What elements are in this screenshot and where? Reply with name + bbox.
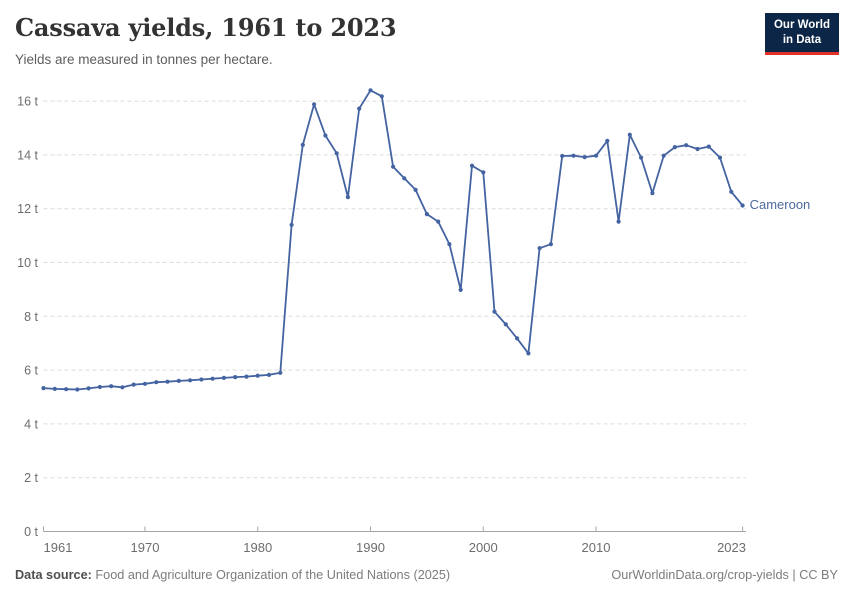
owid-logo[interactable]: Our World in Data xyxy=(764,13,839,55)
data-point[interactable] xyxy=(221,375,226,380)
y-axis-label: 6 t xyxy=(24,364,38,378)
data-point[interactable] xyxy=(650,191,655,196)
data-point[interactable] xyxy=(582,155,587,160)
data-point[interactable] xyxy=(571,153,576,158)
data-point[interactable] xyxy=(695,146,700,152)
data-point[interactable] xyxy=(368,88,373,93)
data-point[interactable] xyxy=(233,375,238,380)
credit-note: OurWorldinData.org/crop-yields | CC BY xyxy=(611,568,838,582)
data-point[interactable] xyxy=(616,219,621,224)
data-point[interactable] xyxy=(627,132,632,137)
owid-logo-line1: Our World xyxy=(773,19,830,31)
data-point[interactable] xyxy=(64,387,69,392)
data-point[interactable] xyxy=(312,102,317,107)
data-point[interactable] xyxy=(131,382,136,387)
data-point[interactable] xyxy=(188,378,193,383)
data-point[interactable] xyxy=(481,170,486,175)
data-point[interactable] xyxy=(469,163,475,168)
data-source-text: Food and Agriculture Organization of the… xyxy=(91,568,451,582)
data-point[interactable] xyxy=(548,242,554,247)
data-point[interactable] xyxy=(515,336,520,341)
data-point[interactable] xyxy=(593,153,599,158)
data-point[interactable] xyxy=(560,153,565,159)
data-point[interactable] xyxy=(391,164,396,169)
data-point[interactable] xyxy=(154,380,159,385)
data-source-note: Data source: Food and Agriculture Organi… xyxy=(15,568,450,582)
data-point[interactable] xyxy=(210,376,215,381)
y-axis-label: 2 t xyxy=(24,471,38,485)
data-point[interactable] xyxy=(729,189,734,194)
data-point[interactable] xyxy=(120,385,125,390)
x-axis-label: 1970 xyxy=(131,540,160,555)
data-point[interactable] xyxy=(413,187,418,192)
data-point[interactable] xyxy=(717,155,723,160)
owid-logo-line2: in Data xyxy=(782,33,822,46)
data-point[interactable] xyxy=(492,309,497,314)
data-point[interactable] xyxy=(323,133,328,138)
data-point[interactable] xyxy=(740,203,745,208)
data-point[interactable] xyxy=(266,372,272,377)
data-point[interactable] xyxy=(436,219,441,224)
chart-subtitle: Yields are measured in tonnes per hectar… xyxy=(15,52,273,67)
y-axis-label: 14 t xyxy=(17,148,38,162)
data-point[interactable] xyxy=(639,155,644,160)
data-point[interactable] xyxy=(199,377,204,382)
data-point[interactable] xyxy=(278,370,283,375)
data-point[interactable] xyxy=(300,142,305,147)
data-point[interactable] xyxy=(424,212,429,217)
x-axis-label: 1980 xyxy=(243,540,272,555)
data-point[interactable] xyxy=(661,153,666,158)
x-axis-label: 2010 xyxy=(582,540,611,555)
data-point[interactable] xyxy=(97,384,102,390)
data-point[interactable] xyxy=(334,151,339,156)
data-point[interactable] xyxy=(142,381,148,386)
y-axis-label: 8 t xyxy=(24,310,38,324)
x-axis-label: 2023 xyxy=(717,540,746,555)
data-point[interactable] xyxy=(244,374,249,379)
data-point[interactable] xyxy=(672,145,678,150)
data-point[interactable] xyxy=(537,246,542,251)
data-point[interactable] xyxy=(165,379,170,384)
data-point[interactable] xyxy=(75,387,80,392)
series-label[interactable]: Cameroon xyxy=(750,197,811,212)
y-axis-label: 0 t xyxy=(24,525,38,539)
data-line[interactable] xyxy=(42,89,744,391)
data-point[interactable] xyxy=(176,378,181,383)
x-axis-label: 1990 xyxy=(356,540,385,555)
data-point[interactable] xyxy=(41,386,46,391)
data-point[interactable] xyxy=(357,106,362,111)
y-axis-label: 4 t xyxy=(24,417,38,431)
data-point[interactable] xyxy=(706,144,711,149)
y-axis-label: 12 t xyxy=(17,202,38,216)
y-axis-label: 16 t xyxy=(17,95,38,109)
data-point[interactable] xyxy=(684,143,689,148)
data-point[interactable] xyxy=(289,222,294,227)
data-source-label: Data source: xyxy=(15,568,92,582)
data-point[interactable] xyxy=(503,322,508,327)
y-axis-label: 10 t xyxy=(17,256,38,270)
x-axis-label: 2000 xyxy=(469,540,498,555)
chart-footer: Data source: Food and Agriculture Organi… xyxy=(15,568,838,582)
data-point[interactable] xyxy=(379,94,384,99)
data-point[interactable] xyxy=(402,176,407,181)
x-axis-label: 1961 xyxy=(44,540,73,555)
data-point[interactable] xyxy=(605,138,610,143)
data-point[interactable] xyxy=(86,386,91,391)
data-point[interactable] xyxy=(255,373,260,378)
data-point[interactable] xyxy=(109,384,114,389)
data-point[interactable] xyxy=(52,386,57,391)
data-point[interactable] xyxy=(458,287,463,292)
data-point[interactable] xyxy=(345,195,350,200)
data-point[interactable] xyxy=(526,351,531,356)
data-point[interactable] xyxy=(447,242,452,247)
page-title: Cassava yields, 1961 to 2023 xyxy=(15,13,397,42)
